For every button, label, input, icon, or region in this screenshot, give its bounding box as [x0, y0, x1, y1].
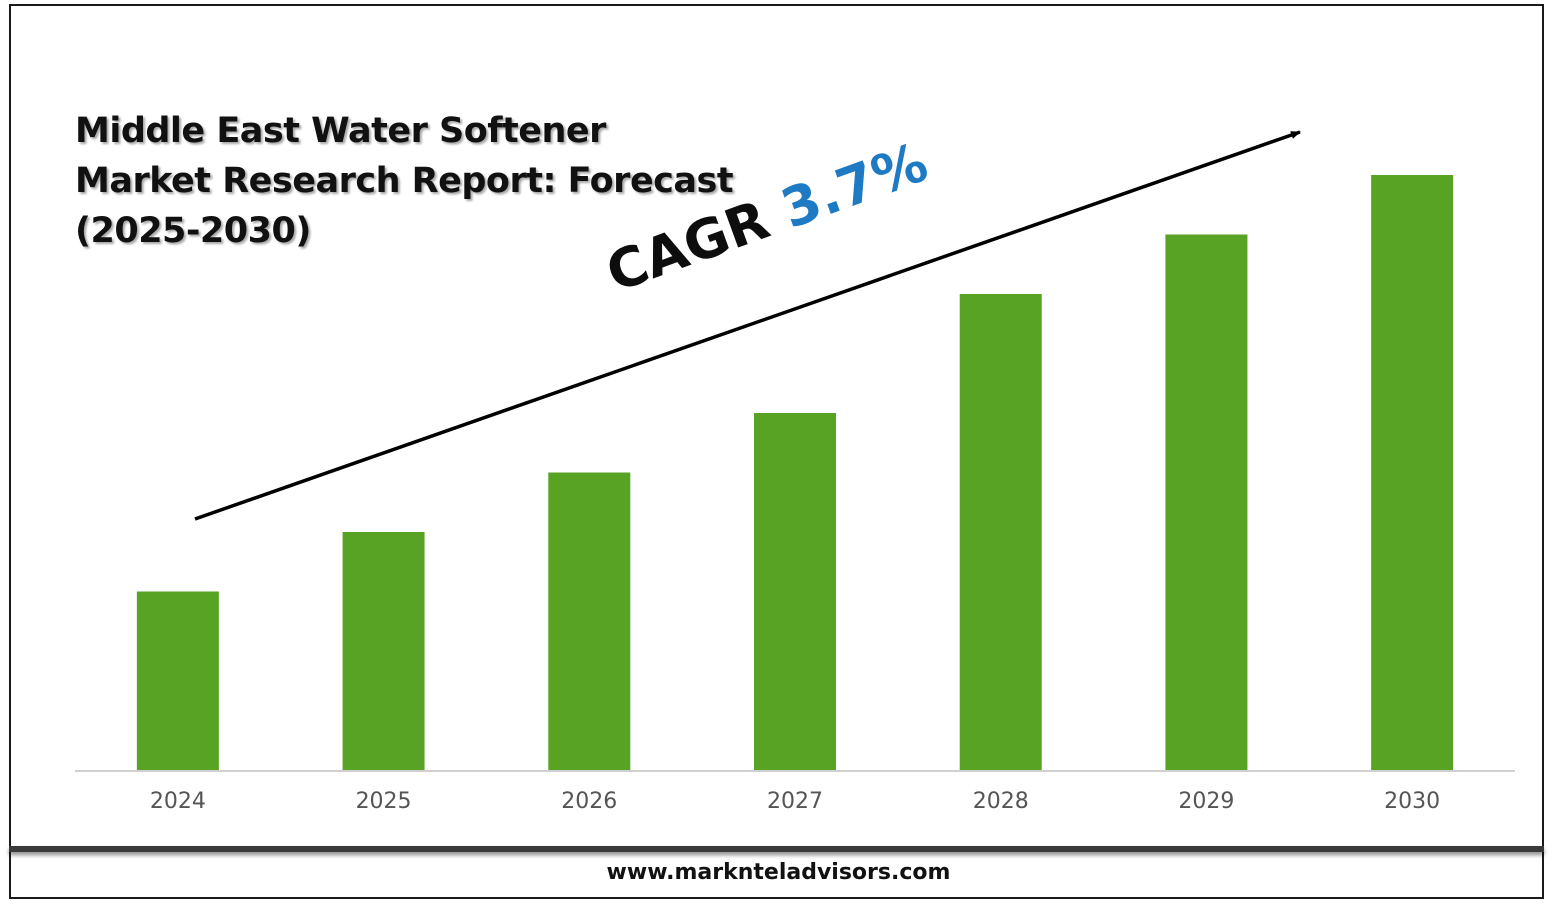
x-tick-label-2025: 2025 [356, 789, 412, 814]
bar-2029 [1165, 234, 1248, 770]
bars-group [136, 175, 1454, 770]
bar-2027 [754, 413, 836, 770]
bar-2028 [959, 294, 1042, 770]
title-line-1: Middle East Water Softener [75, 111, 606, 151]
chart-title: Middle East Water Softener Market Resear… [75, 106, 795, 256]
bar-2025 [342, 532, 425, 770]
bar-2026 [548, 472, 631, 770]
x-tick-label-2030: 2030 [1384, 789, 1440, 814]
x-tick-label-2027: 2027 [767, 789, 823, 814]
bar-2030 [1371, 175, 1454, 770]
x-tick-label-2029: 2029 [1178, 789, 1234, 814]
x-tick-labels: 2024 2025 2026 2027 2028 2029 2030 [150, 789, 1440, 814]
x-tick-label-2026: 2026 [561, 789, 617, 814]
bar-2024 [136, 591, 219, 770]
footer-divider [9, 846, 1544, 852]
trend-arrow [194, 130, 1301, 521]
x-tick-label-2028: 2028 [973, 789, 1029, 814]
x-tick-label-2024: 2024 [150, 789, 206, 814]
website-url[interactable]: www.marknteladvisors.com [606, 860, 951, 885]
title-line-3: (2025-2030) [75, 211, 311, 251]
title-line-2: Market Research Report: Forecast [75, 161, 734, 201]
